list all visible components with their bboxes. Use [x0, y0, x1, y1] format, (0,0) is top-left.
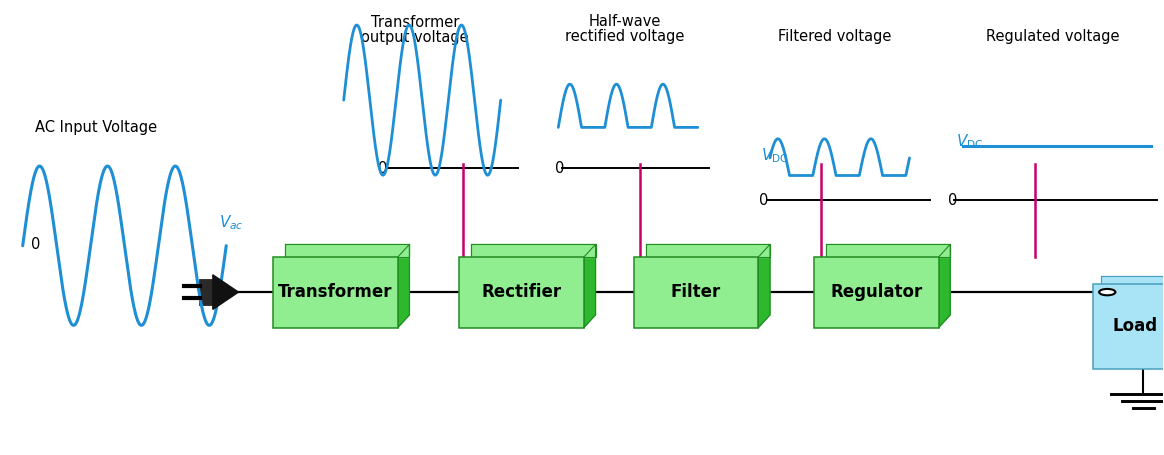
Polygon shape [825, 244, 950, 257]
Text: $V_{ac}$: $V_{ac}$ [219, 213, 243, 233]
Text: $V_{\rm DC}$: $V_{\rm DC}$ [956, 132, 984, 152]
FancyBboxPatch shape [634, 257, 758, 328]
FancyBboxPatch shape [814, 257, 938, 328]
Polygon shape [938, 244, 950, 328]
Text: 0: 0 [947, 193, 957, 207]
Text: Regulated voltage: Regulated voltage [986, 29, 1120, 44]
Text: Load: Load [1113, 318, 1158, 335]
Text: rectified voltage: rectified voltage [565, 29, 684, 44]
Text: Filtered voltage: Filtered voltage [779, 29, 892, 44]
Text: AC Input Voltage: AC Input Voltage [35, 120, 157, 135]
Text: Transformer: Transformer [371, 15, 460, 30]
FancyBboxPatch shape [460, 257, 584, 328]
Text: $V_{\rm DC}$: $V_{\rm DC}$ [760, 146, 788, 165]
Polygon shape [646, 244, 769, 257]
Text: 0: 0 [378, 161, 388, 176]
Polygon shape [1101, 276, 1164, 284]
Text: Regulator: Regulator [830, 283, 923, 301]
Text: 0: 0 [759, 193, 769, 207]
Text: 0: 0 [555, 161, 565, 176]
FancyBboxPatch shape [274, 257, 398, 328]
Text: Half-wave: Half-wave [588, 15, 661, 29]
Polygon shape [398, 244, 410, 328]
FancyBboxPatch shape [199, 279, 214, 305]
Polygon shape [584, 244, 596, 328]
Text: output voltage: output voltage [361, 30, 469, 45]
Polygon shape [471, 244, 596, 257]
Text: 0: 0 [31, 238, 41, 252]
FancyBboxPatch shape [1093, 284, 1164, 369]
Circle shape [1099, 289, 1115, 295]
Text: Filter: Filter [670, 283, 722, 301]
Polygon shape [213, 275, 239, 309]
Text: Transformer: Transformer [278, 283, 392, 301]
Polygon shape [285, 244, 410, 257]
Polygon shape [758, 244, 769, 328]
Text: Rectifier: Rectifier [482, 283, 562, 301]
